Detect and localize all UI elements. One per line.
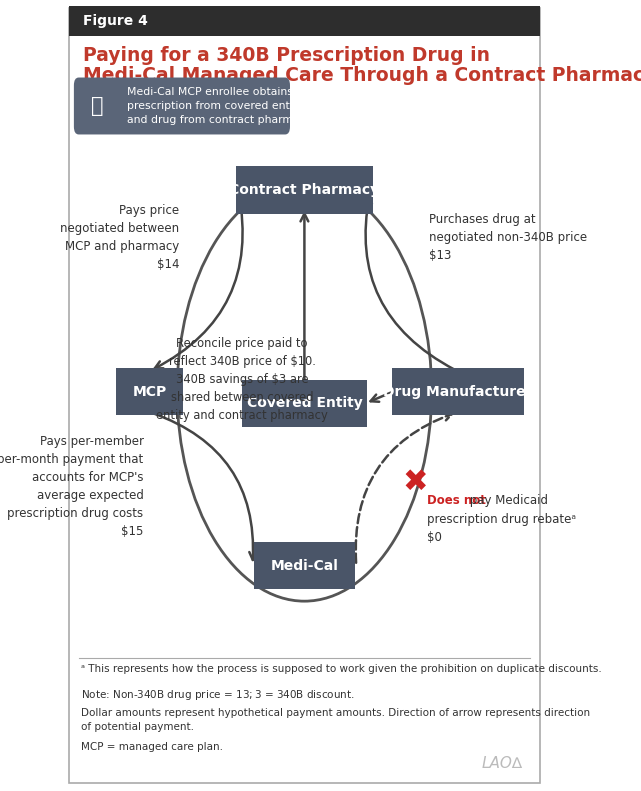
Text: Figure 4: Figure 4	[83, 13, 148, 28]
FancyArrowPatch shape	[370, 392, 391, 402]
FancyArrowPatch shape	[153, 413, 257, 560]
FancyArrowPatch shape	[364, 195, 454, 369]
Text: ᵃ This represents how the process is supposed to work given the prohibition on d: ᵃ This represents how the process is sup…	[81, 664, 602, 675]
FancyBboxPatch shape	[392, 368, 524, 415]
Text: $0: $0	[427, 531, 442, 543]
Text: Contract Pharmacy: Contract Pharmacy	[229, 183, 379, 197]
Text: Medi-Cal Managed Care Through a Contract Pharmacy: Medi-Cal Managed Care Through a Contract…	[83, 66, 641, 85]
Text: LAO∆: LAO∆	[482, 756, 523, 771]
FancyBboxPatch shape	[236, 166, 373, 214]
FancyArrowPatch shape	[154, 192, 243, 369]
Text: Does not: Does not	[427, 494, 486, 507]
Text: Covered Entity: Covered Entity	[247, 396, 362, 411]
FancyArrowPatch shape	[356, 413, 452, 562]
Text: Medi-Cal MCP enrollee obtains
prescription from covered entity
and drug from con: Medi-Cal MCP enrollee obtains prescripti…	[127, 87, 312, 125]
Text: Pays per-member
per-month payment that
accounts for MCP's
average expected
presc: Pays per-member per-month payment that a…	[0, 435, 144, 538]
Text: prescription drug rebateᵃ: prescription drug rebateᵃ	[427, 513, 576, 525]
Text: Medi-Cal: Medi-Cal	[271, 558, 338, 573]
Text: ✖: ✖	[402, 468, 428, 497]
Text: Note: Non-340B drug price = $13; $3 = 340B discount.: Note: Non-340B drug price = $13; $3 = 34…	[81, 688, 354, 702]
Text: pay Medicaid: pay Medicaid	[466, 494, 548, 507]
FancyBboxPatch shape	[116, 368, 183, 415]
FancyBboxPatch shape	[254, 542, 355, 589]
Text: Pays price
negotiated between
MCP and pharmacy
$14: Pays price negotiated between MCP and ph…	[60, 204, 179, 271]
Text: MCP: MCP	[133, 384, 167, 399]
Text: ⛹: ⛹	[90, 96, 103, 116]
Text: Dollar amounts represent hypothetical payment amounts. Direction of arrow repres: Dollar amounts represent hypothetical pa…	[81, 708, 590, 732]
FancyBboxPatch shape	[69, 8, 540, 783]
Text: MCP = managed care plan.: MCP = managed care plan.	[81, 742, 223, 752]
FancyBboxPatch shape	[242, 380, 367, 427]
Text: Reconcile price paid to
reflect 340B price of $10.
340B savings of $3 are
shared: Reconcile price paid to reflect 340B pri…	[156, 337, 328, 422]
Text: Paying for a 340B Prescription Drug in: Paying for a 340B Prescription Drug in	[83, 46, 490, 65]
Text: Purchases drug at
negotiated non-340B price
$13: Purchases drug at negotiated non-340B pr…	[429, 213, 587, 262]
FancyBboxPatch shape	[69, 6, 540, 36]
FancyBboxPatch shape	[74, 78, 290, 134]
Text: Drug Manufacturer: Drug Manufacturer	[383, 384, 533, 399]
